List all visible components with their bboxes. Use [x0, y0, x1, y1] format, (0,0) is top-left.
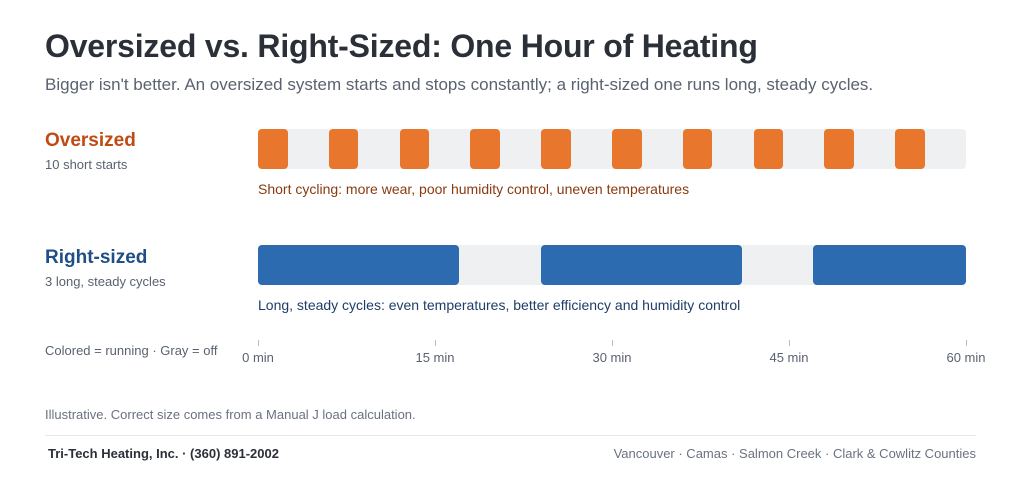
axis-tick-label: 45 min [769, 350, 809, 365]
footnote: Illustrative. Correct size comes from a … [45, 407, 416, 422]
axis-tick [435, 340, 436, 346]
oversized-running-segment [470, 129, 500, 169]
right-sized-running-segment [812, 245, 966, 285]
oversized-timeline-track [258, 129, 966, 169]
oversized-running-segment [258, 129, 288, 169]
oversized-running-segment [612, 129, 642, 169]
axis-tick [612, 340, 613, 346]
page-title: Oversized vs. Right-Sized: One Hour of H… [45, 28, 758, 64]
axis-tick-label: 30 min [592, 350, 632, 365]
axis-tick-label: 60 min [946, 350, 986, 365]
oversized-running-segment [895, 129, 925, 169]
oversized-running-segment [541, 129, 571, 169]
axis-tick [966, 340, 967, 346]
right-sized-timeline-track [258, 245, 966, 285]
oversized-running-segment [753, 129, 784, 169]
oversized-label: Oversized [45, 130, 136, 151]
axis-tick [789, 340, 790, 346]
right-sized-note: Long, steady cycles: even temperatures, … [258, 297, 741, 313]
oversized-note: Short cycling: more wear, poor humidity … [258, 181, 690, 197]
oversized-running-segment [399, 129, 430, 169]
axis-tick [258, 340, 259, 346]
right-sized-running-segment [541, 245, 742, 285]
oversized-running-segment [328, 129, 359, 169]
right-sized-running-segment [258, 245, 459, 285]
legend-text: Colored = running · Gray = off [45, 343, 218, 358]
oversized-running-segment [682, 129, 713, 169]
page-subtitle: Bigger isn't better. An oversized system… [45, 75, 874, 94]
service-areas: Vancouver · Camas · Salmon Creek · Clark… [613, 446, 976, 461]
right-sized-label: Right-sized [45, 247, 148, 268]
footer-divider [45, 435, 976, 436]
axis-tick-label: 15 min [415, 350, 455, 365]
right-sized-sublabel: 3 long, steady cycles [45, 274, 166, 289]
axis-tick-label: 0 min [242, 350, 274, 365]
oversized-sublabel: 10 short starts [45, 157, 128, 172]
company-info: Tri-Tech Heating, Inc. · (360) 891-2002 [48, 446, 279, 461]
oversized-running-segment [824, 129, 854, 169]
